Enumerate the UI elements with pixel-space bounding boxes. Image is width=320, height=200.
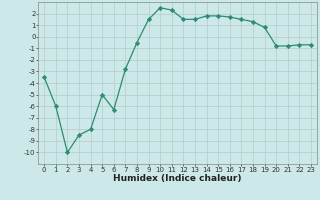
- X-axis label: Humidex (Indice chaleur): Humidex (Indice chaleur): [113, 174, 242, 183]
